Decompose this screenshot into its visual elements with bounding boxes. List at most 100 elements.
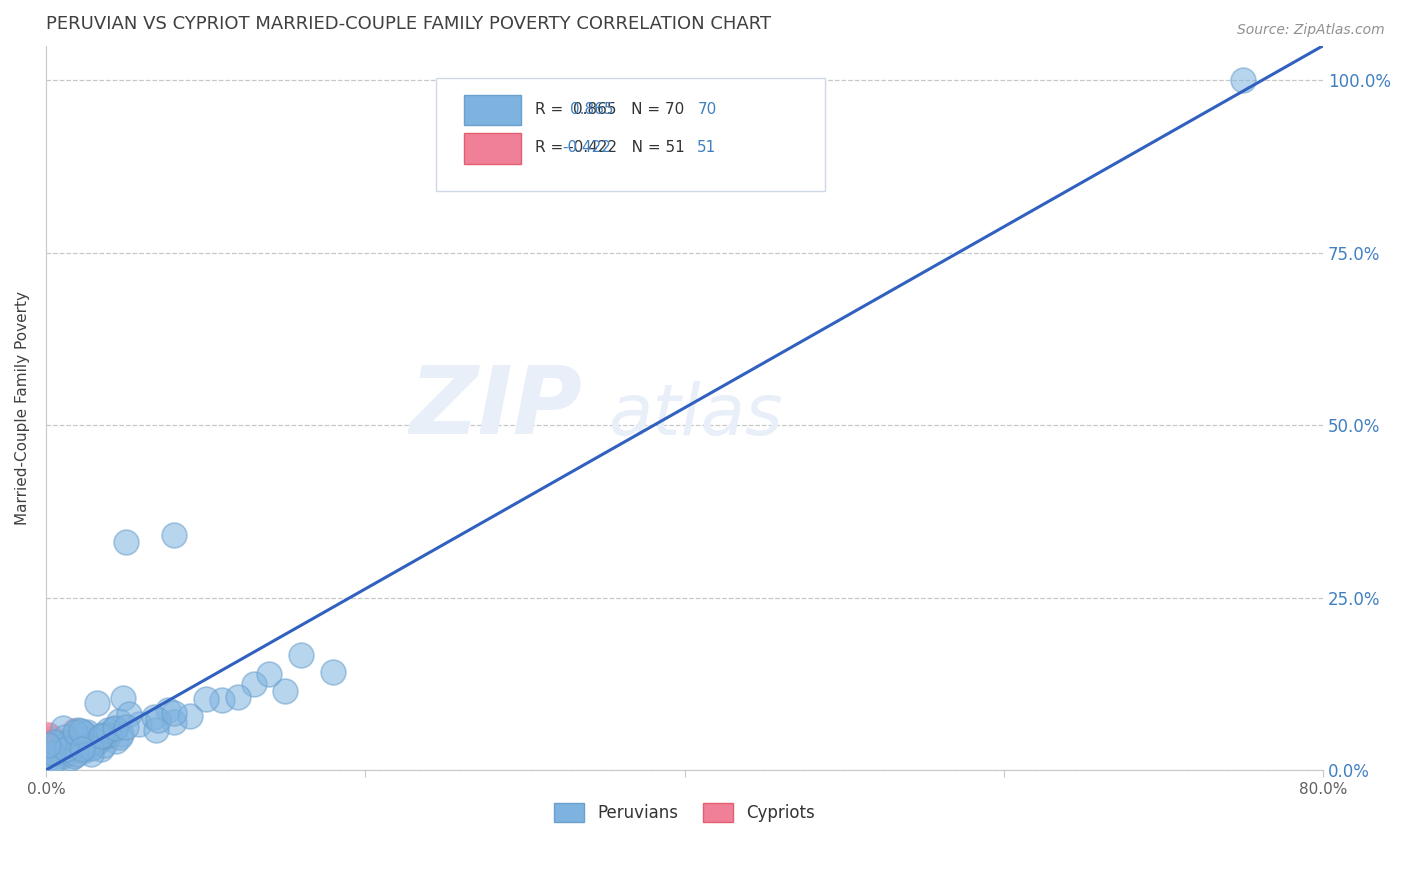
Point bbox=[52, 733, 75, 747]
Point bbox=[37, 726, 59, 740]
Point bbox=[110, 730, 132, 744]
Point bbox=[45, 742, 67, 756]
Point bbox=[51, 734, 73, 748]
Point bbox=[274, 684, 297, 698]
Point bbox=[41, 745, 63, 759]
Point bbox=[111, 691, 134, 706]
Point bbox=[39, 727, 62, 741]
Point bbox=[194, 691, 217, 706]
Point bbox=[86, 735, 108, 749]
Point bbox=[56, 736, 79, 750]
Point bbox=[163, 706, 186, 720]
Point bbox=[38, 738, 60, 752]
Point bbox=[63, 724, 86, 739]
Point bbox=[142, 709, 165, 723]
Point bbox=[52, 748, 75, 763]
Point bbox=[94, 728, 117, 742]
Point bbox=[322, 665, 344, 680]
Point bbox=[145, 723, 167, 738]
Point bbox=[39, 738, 62, 752]
Point bbox=[53, 743, 76, 757]
Point bbox=[53, 747, 76, 761]
Point bbox=[55, 742, 77, 756]
Point bbox=[128, 716, 150, 731]
Y-axis label: Married-Couple Family Poverty: Married-Couple Family Poverty bbox=[15, 291, 30, 524]
Point bbox=[97, 723, 120, 737]
Point bbox=[37, 739, 59, 754]
Point bbox=[179, 708, 201, 723]
Point bbox=[56, 746, 79, 760]
Point bbox=[163, 714, 186, 729]
Point bbox=[53, 730, 76, 744]
Point bbox=[37, 738, 59, 752]
Point bbox=[42, 730, 65, 744]
Point bbox=[51, 747, 73, 761]
Text: 0.865: 0.865 bbox=[569, 102, 613, 117]
Point bbox=[73, 725, 96, 739]
Legend: Peruvians, Cypriots: Peruvians, Cypriots bbox=[548, 797, 820, 827]
Point bbox=[41, 742, 63, 756]
Point bbox=[39, 756, 62, 771]
Point bbox=[77, 739, 100, 753]
Point bbox=[42, 739, 65, 754]
Point bbox=[46, 746, 69, 760]
Point bbox=[58, 736, 80, 750]
Point bbox=[69, 741, 91, 756]
Point bbox=[65, 744, 87, 758]
Point bbox=[70, 742, 93, 756]
Point bbox=[69, 731, 91, 745]
Text: -0.422: -0.422 bbox=[562, 140, 610, 155]
Point bbox=[59, 738, 82, 752]
Point bbox=[72, 744, 94, 758]
Point bbox=[105, 734, 128, 748]
Point bbox=[45, 745, 67, 759]
Point bbox=[103, 722, 125, 736]
Text: R = -0.422   N = 51: R = -0.422 N = 51 bbox=[536, 140, 685, 155]
Point bbox=[76, 725, 98, 739]
Point bbox=[70, 740, 93, 755]
Point bbox=[91, 729, 114, 743]
Point bbox=[42, 739, 65, 753]
Point bbox=[163, 528, 186, 542]
Point bbox=[44, 741, 66, 756]
Point bbox=[41, 749, 63, 764]
Point bbox=[80, 741, 103, 756]
Point bbox=[1232, 73, 1254, 87]
Point bbox=[66, 745, 89, 759]
Point bbox=[42, 735, 65, 749]
Point bbox=[86, 696, 108, 710]
Text: atlas: atlas bbox=[607, 381, 783, 450]
Point bbox=[56, 741, 79, 756]
Point bbox=[98, 728, 121, 742]
Text: R =  0.865   N = 70: R = 0.865 N = 70 bbox=[536, 102, 685, 117]
Text: Source: ZipAtlas.com: Source: ZipAtlas.com bbox=[1237, 23, 1385, 37]
Point bbox=[63, 742, 86, 756]
Point bbox=[48, 741, 70, 756]
Point bbox=[51, 738, 73, 752]
FancyBboxPatch shape bbox=[436, 78, 825, 191]
Point bbox=[48, 741, 70, 756]
Point bbox=[52, 739, 75, 754]
Point bbox=[35, 741, 58, 756]
Point bbox=[63, 723, 86, 737]
Point bbox=[55, 748, 77, 763]
Point bbox=[45, 741, 67, 756]
Point bbox=[52, 747, 75, 762]
Point bbox=[90, 730, 112, 744]
Point bbox=[67, 723, 90, 737]
Point bbox=[37, 738, 59, 752]
Point bbox=[42, 747, 65, 761]
Point bbox=[42, 734, 65, 748]
Point bbox=[59, 741, 82, 756]
Point bbox=[51, 747, 73, 761]
Point bbox=[110, 726, 132, 740]
Text: ZIP: ZIP bbox=[409, 362, 582, 454]
Point bbox=[114, 720, 136, 734]
Point bbox=[90, 728, 112, 742]
FancyBboxPatch shape bbox=[464, 133, 522, 164]
Point bbox=[41, 739, 63, 754]
Point bbox=[108, 714, 131, 728]
Point bbox=[156, 703, 179, 717]
Point bbox=[104, 722, 127, 736]
Point bbox=[69, 742, 91, 756]
